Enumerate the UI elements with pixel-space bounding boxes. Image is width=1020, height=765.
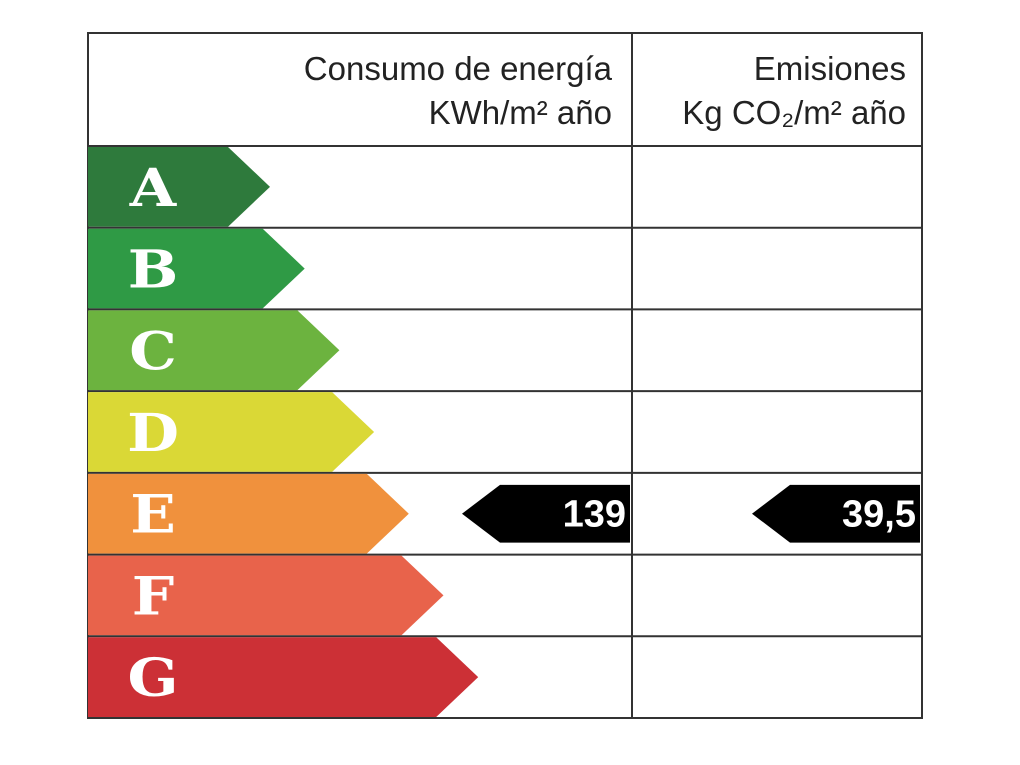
emissions-value: 39,5 bbox=[842, 494, 916, 536]
rating-arrow bbox=[88, 310, 340, 391]
rating-arrow bbox=[88, 473, 409, 554]
rating-letter: B bbox=[128, 239, 179, 300]
emissions-unit: Kg CO₂/m² año bbox=[682, 94, 906, 131]
rating-letter: E bbox=[130, 484, 176, 545]
rating-arrow bbox=[88, 392, 375, 472]
emissions-marker bbox=[752, 484, 920, 543]
energy-value: 139 bbox=[563, 494, 626, 536]
rating-arrow bbox=[88, 637, 479, 717]
emissions-title: Emisiones bbox=[754, 50, 906, 87]
rating-arrow bbox=[88, 147, 270, 227]
rating-letter: A bbox=[129, 158, 178, 219]
rating-arrow bbox=[88, 555, 444, 636]
energy-title: Consumo de energía bbox=[304, 50, 613, 87]
rating-letter: D bbox=[127, 403, 179, 464]
energy-marker bbox=[462, 484, 630, 543]
rating-letter: F bbox=[132, 566, 175, 627]
rating-arrow bbox=[88, 228, 305, 309]
rating-letter: G bbox=[127, 648, 178, 709]
energy-unit: KWh/m² año bbox=[429, 94, 612, 131]
rating-letter: C bbox=[129, 321, 177, 382]
